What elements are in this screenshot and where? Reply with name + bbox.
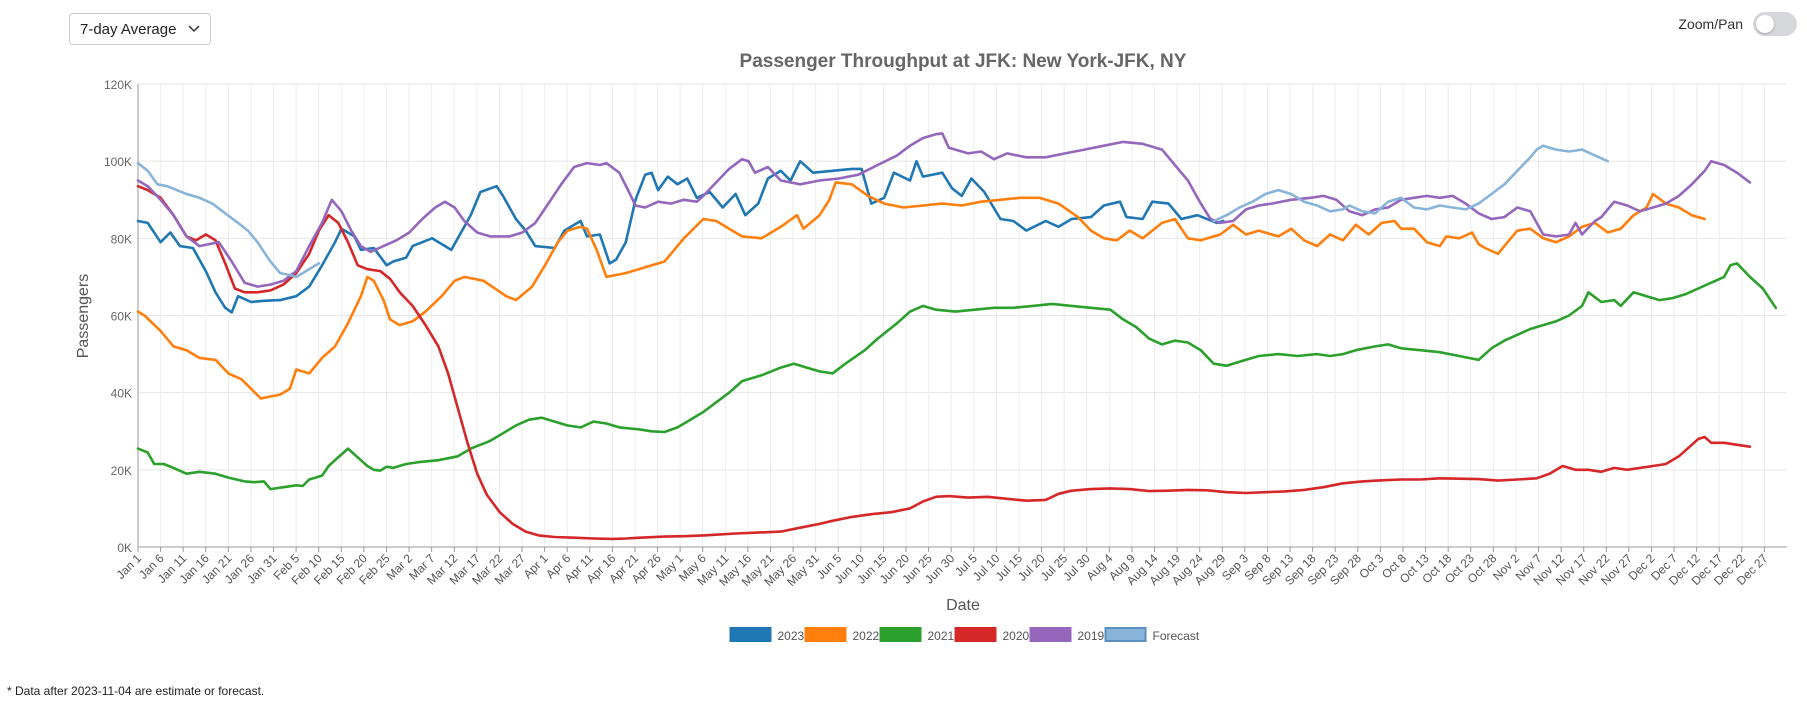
legend-swatch [804, 627, 847, 642]
legend-swatch [879, 627, 922, 642]
x-tick-label: Jan 1 [113, 551, 144, 582]
legend-item-2019[interactable]: 2019 [1029, 627, 1105, 643]
y-tick-label: 100K [104, 155, 132, 169]
y-tick-label: 120K [104, 78, 132, 92]
legend-label: 2019 [1078, 629, 1105, 643]
series-line-forecast [1212, 144, 1610, 223]
legend-swatch [954, 627, 997, 642]
throughput-chart: Passenger Throughput at JFK: New York-JF… [75, 51, 1787, 643]
zoom-pan-control: Zoom/Pan [1678, 12, 1797, 36]
legend-label: Forecast [1153, 629, 1200, 643]
series-line-2021 [136, 262, 1778, 491]
legend-item-2020[interactable]: 2020 [954, 627, 1030, 643]
series-line-forecast [136, 161, 321, 279]
legend-swatch [729, 627, 772, 642]
series-line-2022 [136, 181, 1706, 400]
zoom-pan-toggle[interactable] [1753, 12, 1797, 36]
legend-label: 2022 [853, 629, 880, 643]
legend-item-forecast[interactable]: Forecast [1104, 627, 1200, 643]
zoom-pan-label: Zoom/Pan [1678, 16, 1743, 32]
legend-item-2021[interactable]: 2021 [879, 627, 955, 643]
y-tick-label: 40K [111, 387, 132, 401]
legend-swatch [1029, 627, 1072, 642]
y-tick-label: 80K [111, 232, 132, 246]
average-select-value: 7-day Average [80, 20, 177, 38]
x-tick-label: Oct 3 [1356, 551, 1386, 581]
legend-swatch [1104, 627, 1147, 642]
legend-item-2023[interactable]: 2023 [729, 627, 805, 643]
chart-title: Passenger Throughput at JFK: New York-JF… [740, 51, 1187, 72]
chevron-down-icon [188, 25, 200, 33]
legend-label: 2021 [928, 629, 955, 643]
x-axis-label: Date [946, 597, 980, 614]
x-tick-label: Apr 1 [521, 551, 551, 581]
series-lines [136, 132, 1778, 541]
y-tick-label: 0K [117, 541, 132, 555]
y-axis-label: Passengers [75, 274, 92, 359]
legend-label: 2023 [778, 629, 805, 643]
series-line-2020 [136, 184, 1752, 541]
legend-label: 2020 [1003, 629, 1030, 643]
y-tick-label: 60K [111, 310, 132, 324]
forecast-footnote: * Data after 2023-11-04 are estimate or … [7, 684, 265, 698]
series-line-2023 [136, 159, 1225, 314]
legend: 2023 2022 2021 2020 2019 Forecast [729, 627, 1200, 643]
y-tick-label: 20K [111, 464, 132, 478]
toggle-knob [1756, 15, 1774, 33]
legend-item-2022[interactable]: 2022 [804, 627, 880, 643]
series-line-2019 [136, 132, 1752, 288]
average-select[interactable]: 7-day Average [69, 13, 211, 45]
